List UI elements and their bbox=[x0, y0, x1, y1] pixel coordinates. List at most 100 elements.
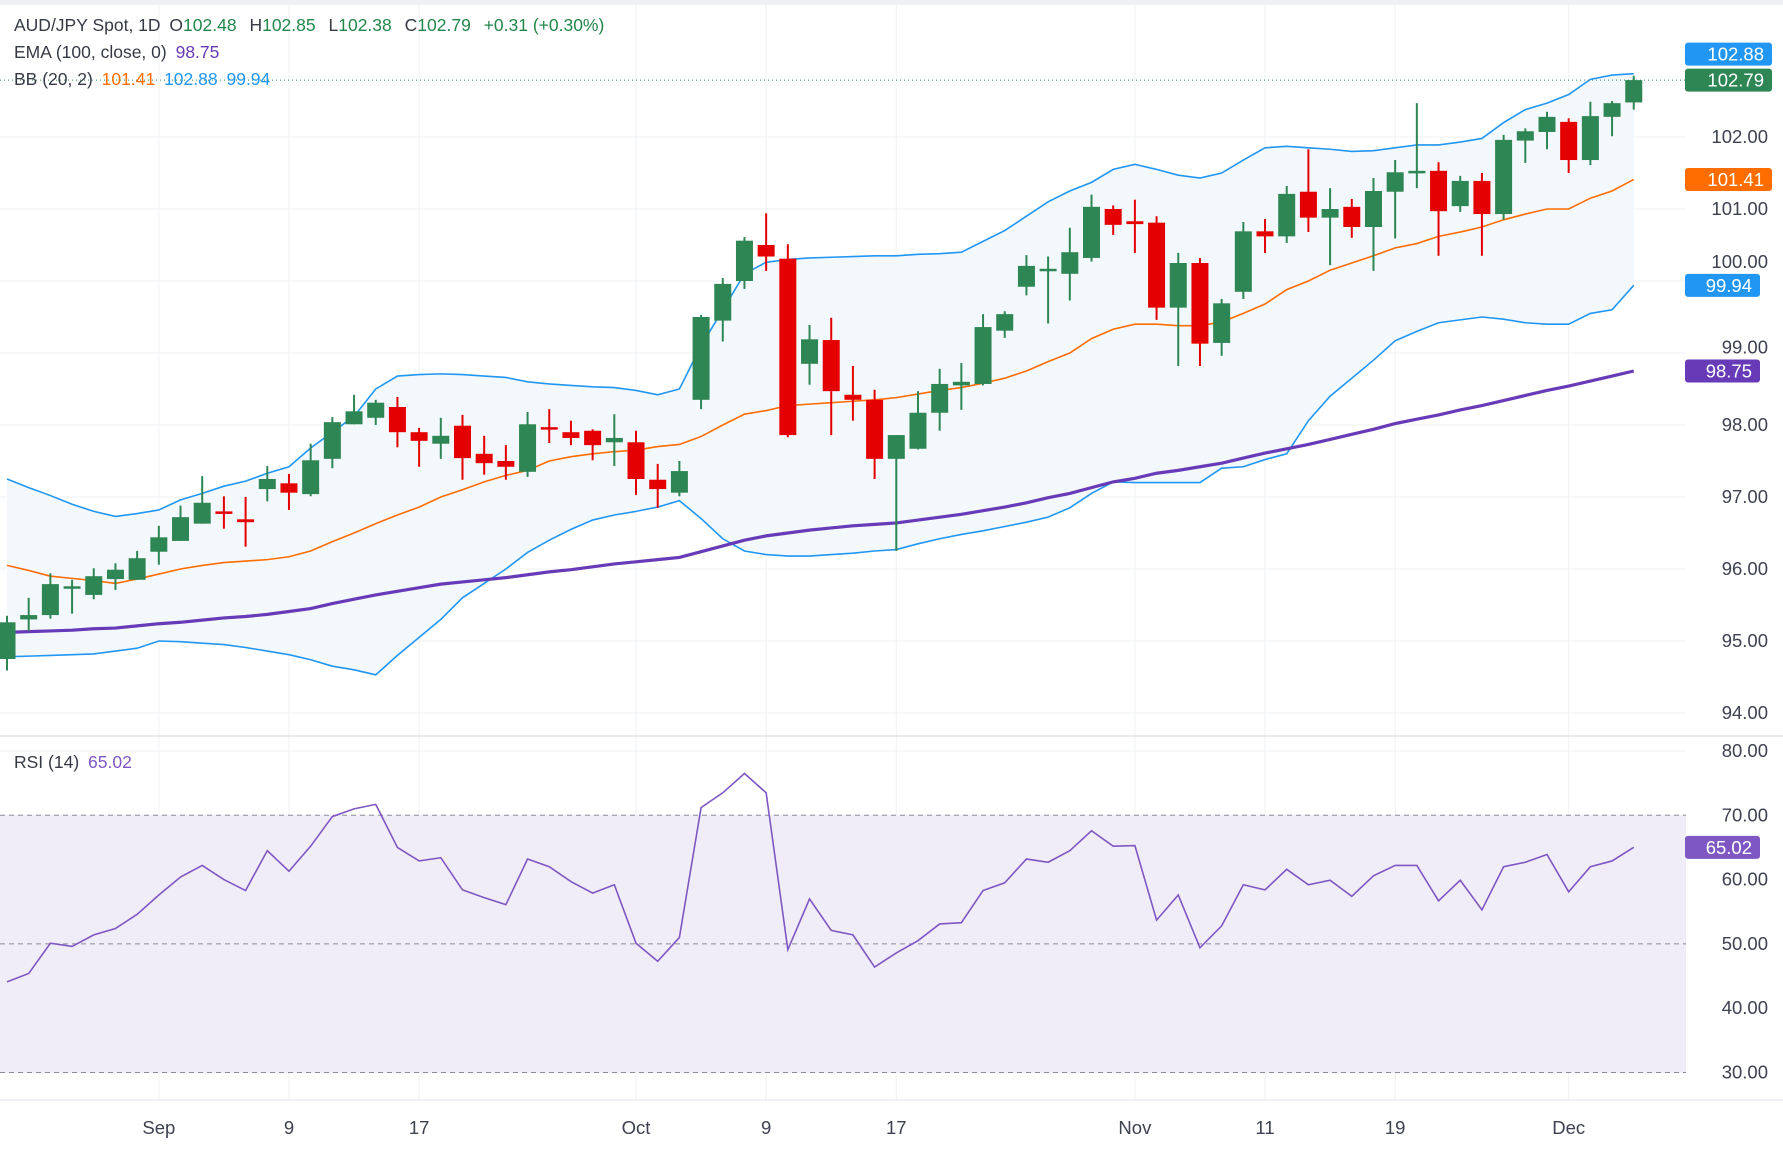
candle-body bbox=[822, 340, 840, 392]
symbol-title[interactable]: AUD/JPY Spot, 1D bbox=[14, 15, 161, 35]
candle-body bbox=[345, 411, 363, 425]
candle-body bbox=[714, 283, 732, 321]
time-tick-label: Nov bbox=[1118, 1117, 1152, 1138]
candle-body bbox=[1169, 263, 1187, 308]
time-tick-label: 17 bbox=[886, 1117, 907, 1138]
open-label: O bbox=[169, 15, 184, 35]
candle-body bbox=[1495, 139, 1513, 215]
ema-line bbox=[6, 369, 1635, 634]
candle-body bbox=[193, 502, 211, 524]
bb-upper-badge-bg bbox=[1685, 42, 1772, 66]
high-value: 102.85 bbox=[262, 15, 316, 35]
price-tick-label: 98.00 bbox=[1722, 414, 1768, 435]
candle-body bbox=[996, 314, 1014, 331]
rsi-tick-label: 30.00 bbox=[1722, 1062, 1768, 1083]
candle-body bbox=[1603, 103, 1621, 117]
candle-body bbox=[410, 432, 428, 441]
last-price-badge-bg bbox=[1685, 68, 1772, 92]
candle-body bbox=[1083, 206, 1100, 258]
candle-body bbox=[0, 622, 16, 659]
price-tick-label: 102.00 bbox=[1711, 126, 1768, 147]
bb-basis-badge: 101.41 bbox=[1707, 169, 1764, 190]
bb-basis-value: 101.41 bbox=[101, 69, 156, 89]
candle-body bbox=[1039, 268, 1057, 272]
candle-body bbox=[1364, 191, 1382, 227]
rsi-legend[interactable]: RSI (14) 65.02 bbox=[14, 751, 136, 773]
candle-body bbox=[1321, 209, 1339, 218]
candle-body bbox=[1213, 303, 1231, 343]
candle-body bbox=[909, 412, 927, 449]
ema-legend[interactable]: EMA (100, close, 0) 98.75 bbox=[14, 41, 223, 63]
candle-body bbox=[302, 460, 320, 495]
last-price-badge: 102.79 bbox=[1707, 70, 1764, 91]
candle-body bbox=[1451, 180, 1469, 207]
price-tick-label: 95.00 bbox=[1722, 630, 1768, 651]
time-tick-label: 11 bbox=[1255, 1117, 1274, 1138]
candle-body bbox=[367, 402, 385, 418]
candle-body bbox=[1126, 221, 1144, 225]
candle-body bbox=[519, 424, 537, 472]
candle-body bbox=[1299, 191, 1317, 218]
bb-upper-badge: 102.88 bbox=[1707, 44, 1764, 65]
bb-lower-value: 99.94 bbox=[226, 69, 271, 89]
price-axis[interactable]: 102.00 101.00 100.00 99.00 98.00 97.00 96.00 95… bbox=[1711, 126, 1768, 1083]
time-axis[interactable]: Sep 9 17 Oct 9 17 Nov 11 19 Dec bbox=[142, 1117, 1585, 1138]
bb-legend[interactable]: BB (20, 2) 101.41 102.88 99.94 bbox=[14, 68, 274, 90]
bb-upper-line bbox=[6, 72, 1634, 518]
rsi-line bbox=[6, 772, 1635, 983]
ohlc-legend: AUD/JPY Spot, 1D O102.48 H102.85 L102.38… bbox=[14, 14, 608, 36]
candle-body bbox=[757, 245, 775, 257]
rsi-tick-label: 70.00 bbox=[1722, 804, 1768, 825]
candle-body bbox=[475, 453, 493, 464]
candle-body bbox=[801, 339, 819, 364]
candle-body bbox=[1430, 170, 1448, 212]
candle-body bbox=[1104, 209, 1122, 225]
candle-body bbox=[453, 425, 471, 459]
candle-body bbox=[952, 381, 970, 386]
bb-band-fill bbox=[7, 73, 1634, 675]
close-value: 102.79 bbox=[417, 15, 471, 35]
candle-body bbox=[1061, 252, 1079, 274]
ema-badge: 98.75 bbox=[1706, 361, 1752, 382]
candle-body bbox=[388, 407, 406, 433]
candle-body bbox=[323, 422, 341, 459]
candle-body bbox=[150, 537, 168, 552]
candle-body bbox=[128, 558, 146, 580]
candle-body bbox=[497, 461, 515, 467]
high-label: H bbox=[249, 15, 263, 35]
candle-body bbox=[1234, 231, 1252, 292]
candle-body bbox=[627, 442, 645, 479]
candle-body bbox=[1278, 193, 1296, 237]
time-tick-label: Dec bbox=[1552, 1117, 1585, 1138]
low-label: L bbox=[328, 15, 339, 35]
candle-body bbox=[1148, 222, 1166, 308]
price-badges: 102.88 102.79 101.41 99.94 98.75 65.02 bbox=[1685, 42, 1772, 859]
ema-badge-bg bbox=[1685, 359, 1760, 383]
candle-body bbox=[562, 432, 580, 438]
candle-body bbox=[237, 519, 255, 523]
rsi-label: RSI (14) bbox=[14, 752, 80, 772]
candle-body bbox=[1386, 172, 1404, 192]
change-value: +0.31 (+0.30%) bbox=[483, 15, 605, 35]
candle-body bbox=[779, 258, 797, 436]
time-tick-label: 9 bbox=[761, 1117, 771, 1138]
candle-body bbox=[1343, 206, 1361, 227]
price-tick-label: 96.00 bbox=[1722, 558, 1768, 579]
price-tick-label: 99.00 bbox=[1722, 337, 1768, 358]
candle-body bbox=[1408, 170, 1426, 174]
price-tick-label: 100.00 bbox=[1711, 251, 1768, 272]
candle-body bbox=[1017, 265, 1035, 287]
candle-body bbox=[1581, 116, 1599, 161]
time-tick-label: 19 bbox=[1385, 1117, 1406, 1138]
time-tick-label: 9 bbox=[284, 1117, 294, 1138]
candle-body bbox=[931, 383, 949, 413]
price-tick-label: 97.00 bbox=[1722, 486, 1768, 507]
price-pane bbox=[0, 72, 1686, 676]
candle-body bbox=[1516, 131, 1534, 141]
candle-body bbox=[844, 394, 862, 400]
rsi-value: 65.02 bbox=[88, 752, 132, 772]
bb-lower-badge-bg bbox=[1685, 273, 1760, 297]
close-label: C bbox=[404, 15, 418, 35]
candle-body bbox=[20, 615, 38, 620]
